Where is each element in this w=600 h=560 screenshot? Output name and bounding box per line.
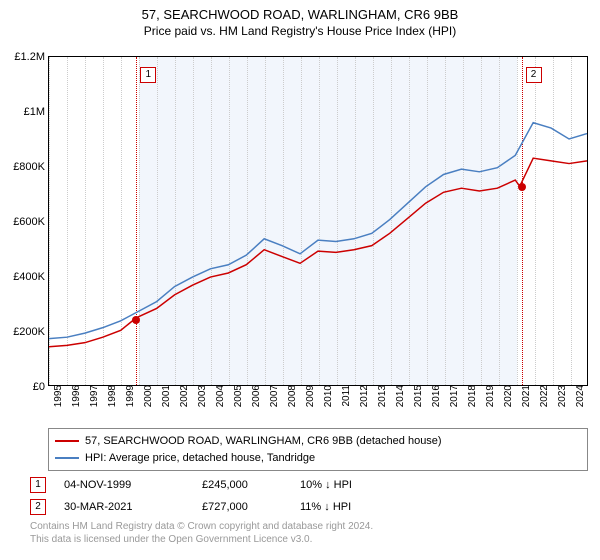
x-axis-tick-label: 2011 <box>337 385 352 407</box>
x-axis-tick-label: 2008 <box>283 385 298 407</box>
legend-item: 57, SEARCHWOOD ROAD, WARLINGHAM, CR6 9BB… <box>55 433 581 450</box>
x-axis-tick-label: 2010 <box>319 385 334 407</box>
series-line-property <box>49 158 587 347</box>
chart-subtitle: Price paid vs. HM Land Registry's House … <box>0 24 600 38</box>
x-axis-tick-label: 2017 <box>445 385 460 407</box>
x-axis-tick-label: 2002 <box>175 385 190 407</box>
x-axis-tick-label: 1998 <box>103 385 118 407</box>
x-axis-tick-label: 2022 <box>535 385 550 407</box>
legend-swatch <box>55 440 79 442</box>
footer-line: This data is licensed under the Open Gov… <box>30 533 590 546</box>
legend-label: HPI: Average price, detached house, Tand… <box>85 450 315 467</box>
x-axis-tick-label: 2007 <box>265 385 280 407</box>
x-axis-tick-label: 2016 <box>427 385 442 407</box>
y-axis-tick-label: £0 <box>0 381 49 393</box>
sale-row: 2 30-MAR-2021 £727,000 11% ↓ HPI <box>30 496 590 518</box>
y-axis-tick-label: £200K <box>0 326 49 338</box>
arrow-down-icon: ↓ <box>325 479 331 491</box>
series-line-hpi <box>49 123 587 339</box>
x-axis-tick-label: 2019 <box>481 385 496 407</box>
legend-swatch <box>55 457 79 459</box>
x-axis-tick-label: 1995 <box>49 385 64 407</box>
x-axis-tick-label: 2015 <box>409 385 424 407</box>
x-axis-tick-label: 1999 <box>121 385 136 407</box>
y-axis-tick-label: £800K <box>0 161 49 173</box>
y-axis-tick-label: £1M <box>0 106 49 118</box>
x-axis-tick-label: 2024 <box>571 385 586 407</box>
x-axis-tick-label: 2006 <box>247 385 262 407</box>
x-axis-tick-label: 2014 <box>391 385 406 407</box>
sale-price: £245,000 <box>202 479 282 491</box>
x-axis-tick-label: 2005 <box>229 385 244 407</box>
x-axis-tick-label: 2003 <box>193 385 208 407</box>
footer-line: Contains HM Land Registry data © Crown c… <box>30 520 590 533</box>
sale-price: £727,000 <box>202 501 282 513</box>
x-axis-tick-label: 2018 <box>463 385 478 407</box>
sale-badge: 2 <box>30 499 46 515</box>
sale-badge: 1 <box>30 477 46 493</box>
x-axis-tick-label: 2001 <box>157 385 172 407</box>
sales-table: 1 04-NOV-1999 £245,000 10% ↓ HPI 2 30-MAR-202… <box>30 474 590 518</box>
sale-vs-hpi: 11% ↓ HPI <box>300 501 420 513</box>
sale-row: 1 04-NOV-1999 £245,000 10% ↓ HPI <box>30 474 590 496</box>
x-axis-tick-label: 1997 <box>85 385 100 407</box>
x-axis-tick-label: 2009 <box>301 385 316 407</box>
footer-attribution: Contains HM Land Registry data © Crown c… <box>30 520 590 546</box>
price-chart: £0£200K£400K£600K£800K£1M£1.2M1995199619… <box>48 56 588 386</box>
legend-label: 57, SEARCHWOOD ROAD, WARLINGHAM, CR6 9BB… <box>85 433 442 450</box>
x-axis-tick-label: 2020 <box>499 385 514 407</box>
x-axis-tick-label: 2013 <box>373 385 388 407</box>
x-axis-tick-label: 2021 <box>517 385 532 407</box>
x-axis-tick-label: 1996 <box>67 385 82 407</box>
y-axis-tick-label: £400K <box>0 271 49 283</box>
x-axis-tick-label: 2012 <box>355 385 370 407</box>
sale-date: 04-NOV-1999 <box>64 479 184 491</box>
x-axis-tick-label: 2023 <box>553 385 568 407</box>
y-axis-tick-label: £600K <box>0 216 49 228</box>
x-axis-tick-label: 2004 <box>211 385 226 407</box>
sale-vs-hpi: 10% ↓ HPI <box>300 479 420 491</box>
chart-title: 57, SEARCHWOOD ROAD, WARLINGHAM, CR6 9BB <box>0 0 600 24</box>
legend: 57, SEARCHWOOD ROAD, WARLINGHAM, CR6 9BB… <box>48 428 588 471</box>
arrow-down-icon: ↓ <box>324 501 330 513</box>
legend-item: HPI: Average price, detached house, Tand… <box>55 450 581 467</box>
y-axis-tick-label: £1.2M <box>0 51 49 63</box>
sale-date: 30-MAR-2021 <box>64 501 184 513</box>
x-axis-tick-label: 2000 <box>139 385 154 407</box>
